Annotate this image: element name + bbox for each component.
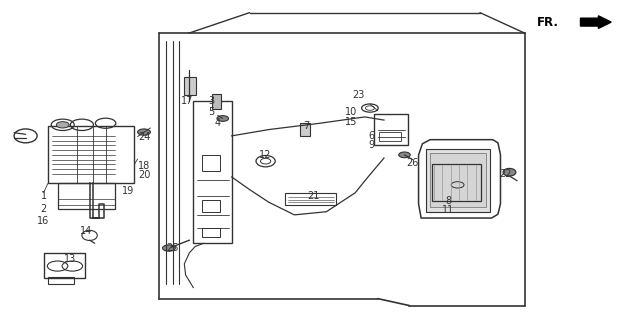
Ellipse shape — [503, 168, 516, 176]
Text: 2: 2 — [40, 204, 47, 214]
Bar — [48, 126, 134, 183]
Bar — [212, 94, 221, 109]
Text: 16: 16 — [37, 216, 50, 226]
Bar — [285, 193, 336, 205]
Text: 17: 17 — [181, 96, 194, 106]
Ellipse shape — [56, 122, 69, 128]
Text: 13: 13 — [64, 254, 77, 264]
Bar — [432, 164, 481, 201]
Bar — [184, 77, 196, 95]
Text: 24: 24 — [138, 132, 150, 143]
Text: 25: 25 — [166, 243, 179, 253]
Bar — [44, 253, 85, 278]
Text: 6: 6 — [368, 131, 374, 141]
Text: 22: 22 — [499, 169, 512, 179]
Ellipse shape — [138, 129, 150, 135]
Text: 21: 21 — [307, 191, 320, 201]
Bar — [426, 149, 490, 212]
Text: 1: 1 — [40, 191, 47, 201]
Text: 12: 12 — [259, 150, 272, 160]
Text: FR.: FR. — [538, 15, 559, 29]
Text: 4: 4 — [214, 118, 221, 128]
FancyArrow shape — [580, 16, 611, 28]
Text: 8: 8 — [445, 196, 451, 206]
Bar — [300, 123, 310, 136]
Text: 10: 10 — [344, 107, 357, 117]
Ellipse shape — [217, 116, 228, 121]
Bar — [379, 132, 401, 141]
Bar — [374, 114, 408, 145]
Bar — [48, 277, 74, 284]
Text: 11: 11 — [442, 205, 454, 215]
Text: 14: 14 — [80, 226, 93, 236]
Bar — [193, 101, 232, 243]
Text: 20: 20 — [138, 170, 150, 180]
Text: 9: 9 — [368, 140, 374, 150]
Text: 7: 7 — [303, 121, 309, 131]
Ellipse shape — [399, 152, 410, 158]
Bar — [202, 155, 220, 171]
Text: 15: 15 — [344, 117, 357, 127]
Text: 26: 26 — [406, 158, 419, 168]
Bar — [430, 153, 486, 207]
Bar — [58, 183, 115, 209]
Text: 3: 3 — [208, 96, 214, 106]
Text: 5: 5 — [208, 107, 214, 117]
Text: 23: 23 — [352, 90, 365, 100]
Bar — [202, 228, 220, 237]
Text: 19: 19 — [122, 186, 134, 196]
Text: 18: 18 — [138, 161, 150, 171]
Bar — [202, 200, 220, 212]
Ellipse shape — [163, 245, 175, 251]
